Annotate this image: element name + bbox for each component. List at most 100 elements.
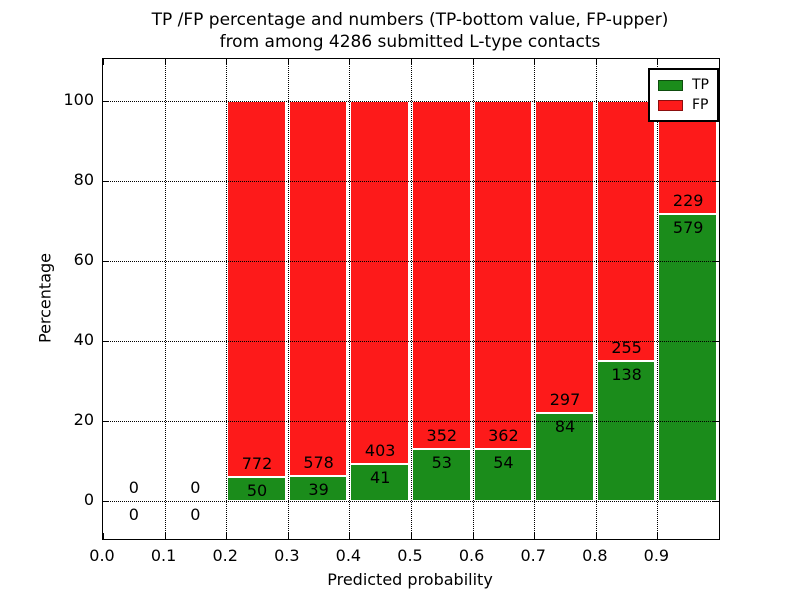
count-label-tp: 39 bbox=[308, 479, 329, 499]
legend-row-tp: TP bbox=[658, 75, 709, 95]
bar-segment-tp bbox=[412, 448, 471, 501]
count-label-tp: 41 bbox=[370, 468, 391, 488]
gridline-horizontal bbox=[103, 501, 719, 502]
bar-segment-fp bbox=[473, 101, 533, 450]
bar-segment-tp bbox=[350, 464, 409, 501]
y-tick-label: 80 bbox=[73, 170, 94, 189]
x-tick-label: 0.4 bbox=[335, 546, 362, 565]
gridline-vertical bbox=[349, 59, 351, 539]
x-tick-mark bbox=[534, 533, 536, 539]
gridline-vertical bbox=[411, 59, 412, 539]
x-tick-label: 0.0 bbox=[89, 546, 115, 565]
x-tick-mark bbox=[472, 533, 474, 539]
gridline-horizontal bbox=[103, 101, 719, 102]
fp-color-swatch bbox=[658, 99, 683, 111]
y-tick-label: 20 bbox=[73, 410, 94, 429]
count-label-tp: 53 bbox=[431, 452, 452, 472]
y-tick-mark-right bbox=[713, 181, 719, 182]
x-tick-mark-top bbox=[657, 59, 659, 65]
x-tick-label: 0.8 bbox=[582, 546, 608, 565]
x-tick-mark-top bbox=[472, 59, 474, 65]
x-tick-mark-top bbox=[534, 59, 536, 65]
count-label-fp: 255 bbox=[611, 337, 642, 357]
count-label-tp: 84 bbox=[554, 416, 576, 436]
count-label-fp: 0 bbox=[190, 478, 201, 497]
x-tick-mark bbox=[226, 533, 228, 539]
gridline-vertical bbox=[534, 59, 536, 539]
plot-area: 0 0 0 0 772 50 578 39 403 41 352 53 362 54 297 84 255 138… bbox=[102, 58, 720, 540]
gridline-vertical bbox=[164, 59, 166, 539]
x-tick-mark bbox=[103, 533, 104, 539]
count-label-fp: 0 bbox=[128, 478, 139, 497]
y-tick-mark bbox=[103, 181, 109, 182]
x-tick-mark bbox=[349, 533, 351, 539]
x-tick-mark bbox=[287, 533, 289, 539]
gridline-horizontal bbox=[103, 181, 719, 182]
gridline-vertical bbox=[287, 59, 289, 539]
chart-title-line2: from among 4286 submitted L-type contact… bbox=[219, 32, 601, 52]
y-tick-label: 40 bbox=[73, 330, 94, 349]
count-label-fp: 403 bbox=[364, 441, 396, 461]
x-tick-label: 0.1 bbox=[150, 546, 177, 565]
count-label-tp: 54 bbox=[493, 453, 514, 473]
x-tick-label: 0.9 bbox=[643, 546, 670, 565]
bar-segment-fp bbox=[535, 101, 594, 413]
y-tick-mark-right bbox=[713, 261, 719, 262]
count-label-fp: 297 bbox=[549, 389, 581, 409]
x-tick-label: 0.6 bbox=[458, 546, 485, 565]
x-tick-mark bbox=[595, 533, 597, 539]
y-tick-mark bbox=[103, 341, 109, 342]
legend-label-fp: FP bbox=[692, 97, 709, 113]
count-label-tp: 0 bbox=[128, 505, 139, 524]
x-axis-label: Predicted probability bbox=[327, 570, 493, 589]
bar-segment-fp bbox=[288, 101, 348, 476]
y-tick-mark-right bbox=[713, 341, 719, 342]
y-tick-label: 60 bbox=[73, 250, 94, 269]
count-label-tp: 579 bbox=[672, 218, 704, 238]
legend-row-fp: FP bbox=[658, 95, 709, 115]
bar-segment-tp bbox=[227, 476, 286, 501]
count-label-fp: 352 bbox=[426, 425, 458, 445]
bar-segment-tp bbox=[596, 360, 656, 501]
x-tick-mark-top bbox=[226, 59, 228, 65]
legend-label-tp: TP bbox=[692, 77, 709, 93]
gridline-vertical bbox=[657, 59, 659, 539]
bar-segment-tp bbox=[658, 214, 717, 501]
count-label-fp: 229 bbox=[672, 191, 704, 211]
y-tick-label: 0 bbox=[83, 490, 94, 509]
count-label-fp: 578 bbox=[303, 452, 334, 472]
tp-color-swatch bbox=[658, 79, 683, 91]
y-tick-label: 100 bbox=[63, 90, 94, 109]
y-tick-mark-right bbox=[713, 501, 719, 502]
y-tick-mark bbox=[103, 101, 109, 102]
y-axis-label: Percentage bbox=[35, 252, 55, 344]
gridline-vertical bbox=[472, 59, 474, 539]
x-tick-mark-top bbox=[103, 59, 104, 65]
y-tick-mark bbox=[103, 501, 109, 502]
bar-segment-tp bbox=[473, 449, 533, 501]
count-label-tp: 50 bbox=[246, 480, 268, 500]
gridline-horizontal bbox=[103, 261, 719, 262]
bar-segment-tp bbox=[535, 412, 594, 501]
chart-title-line1: TP /FP percentage and numbers (TP-bottom… bbox=[151, 10, 669, 30]
x-tick-label: 0.7 bbox=[520, 546, 546, 565]
bar-segment-fp bbox=[412, 101, 471, 449]
x-tick-label: 0.3 bbox=[274, 546, 300, 565]
y-tick-mark bbox=[103, 421, 109, 422]
bar-segment-fp bbox=[596, 101, 656, 361]
x-tick-mark-top bbox=[287, 59, 289, 65]
bar-segment-fp bbox=[227, 101, 286, 477]
x-tick-mark-top bbox=[349, 59, 351, 65]
legend: TP FP bbox=[648, 68, 719, 122]
y-tick-mark-right bbox=[713, 421, 719, 422]
x-tick-mark bbox=[657, 533, 659, 539]
bar-segment-fp bbox=[350, 101, 409, 465]
count-label-tp: 0 bbox=[190, 505, 201, 524]
x-tick-mark bbox=[411, 533, 412, 539]
x-tick-mark bbox=[164, 533, 166, 539]
gridline-vertical bbox=[595, 59, 597, 539]
gridline-horizontal bbox=[103, 341, 719, 342]
count-label-tp: 138 bbox=[611, 364, 642, 384]
x-tick-label: 0.2 bbox=[212, 546, 238, 565]
